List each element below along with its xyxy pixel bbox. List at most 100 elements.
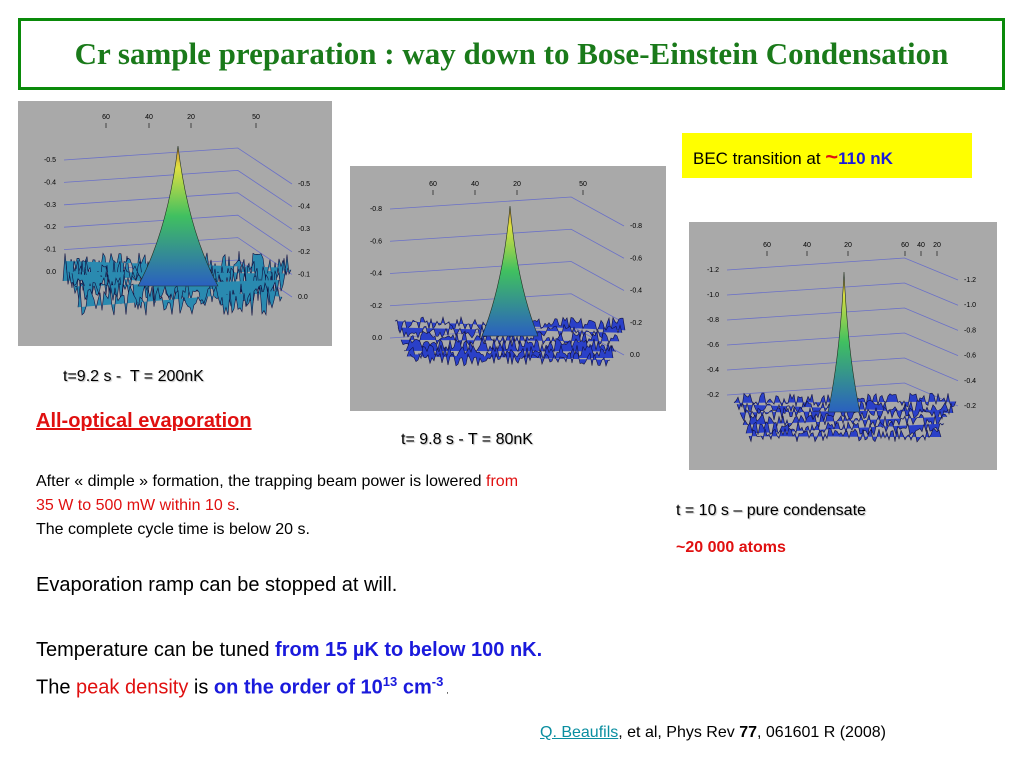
axis-label: -0.6 — [630, 255, 642, 262]
axis-label: 40 — [917, 242, 925, 249]
axis-label: 0.0 — [298, 294, 308, 301]
axis-label: -0.2 — [44, 224, 56, 231]
highlight: on the order of 10 — [213, 676, 383, 699]
axis-label: 20 — [844, 242, 852, 249]
axis-label: 40 — [471, 181, 479, 188]
grid-line — [63, 169, 293, 207]
grid-line — [726, 282, 959, 306]
text: The complete cycle time is below 20 s. — [36, 521, 310, 538]
highlight: peak density — [76, 676, 189, 699]
axis-label: -0.5 — [298, 181, 310, 188]
plot-caption: t = 10 s – pure condensate — [676, 502, 866, 519]
atom-count: ~20 000 atoms — [676, 539, 786, 556]
axis-label: -0.2 — [298, 249, 310, 256]
axis-label: -0.4 — [707, 367, 719, 374]
axis-label: 0.0 — [630, 352, 640, 359]
grid-line — [63, 214, 293, 253]
surface — [77, 285, 277, 317]
symbol: ~ — [825, 144, 839, 169]
axis-label: 60 — [429, 181, 437, 188]
axis-label: -0.6 — [370, 238, 382, 245]
superscript: -3 — [431, 674, 444, 689]
axis-label: 40 — [145, 114, 153, 121]
section-heading: All-optical evaporation — [36, 410, 252, 432]
axis-label: 0.0 — [46, 269, 56, 276]
axis-label: -0.2 — [964, 403, 976, 410]
axis-label: -0.4 — [964, 378, 976, 385]
axis-label: -1.2 — [707, 267, 719, 274]
surface — [406, 344, 614, 361]
grid-line — [726, 257, 959, 281]
axis-label: -0.4 — [298, 204, 310, 211]
axis-label: -0.3 — [298, 226, 310, 233]
surface — [403, 337, 617, 353]
axis-label: -0.8 — [630, 223, 642, 230]
axis-label: -0.5 — [44, 157, 56, 164]
axis-label: -1.0 — [964, 302, 976, 309]
axis-label: -0.4 — [630, 288, 642, 295]
axis-label: -0.4 — [370, 271, 382, 278]
peak — [137, 145, 219, 287]
highlight: from 35 W to 500 mW within 10 s — [36, 473, 519, 514]
plot-image: -1.2 -1.2 -1.0 -1.0 -0.8 -0.8 -0.6 -0.6 -0.4 -0.4… — [689, 222, 997, 470]
axis-label: -0.6 — [707, 342, 719, 349]
axis-label: 50 — [252, 114, 260, 121]
surface — [409, 351, 611, 368]
axis-label: 60 — [901, 242, 909, 249]
plot-caption: t=9.2 s - T = 200nK — [63, 368, 204, 385]
grid-line — [389, 196, 625, 227]
grid-line — [726, 382, 959, 407]
axis-label: 20 — [187, 114, 195, 121]
grid-line — [63, 147, 293, 185]
superscript: 13 — [382, 674, 398, 689]
surface — [748, 427, 942, 443]
axis-label: -0.6 — [964, 353, 976, 360]
grid-line — [726, 357, 959, 382]
slide-title: Cr sample preparation : way down to Bose… — [18, 18, 1005, 90]
axis-label: -0.2 — [630, 320, 642, 327]
peak — [827, 271, 861, 413]
grid-line — [726, 332, 959, 356]
text: Temperature can be tuned — [36, 639, 276, 661]
text-block: Temperature can be tuned from 15 µK to b… — [36, 634, 596, 708]
peak — [481, 205, 539, 337]
surface — [739, 406, 951, 422]
axis-label: 60 — [763, 242, 771, 249]
axis-label: 20 — [933, 242, 941, 249]
axis-label: 0.0 — [372, 335, 382, 342]
axis-label: -0.1 — [44, 247, 56, 254]
axis-label: 40 — [803, 242, 811, 249]
text: . — [235, 497, 240, 514]
grid-line — [389, 261, 625, 291]
volume: 77 — [739, 724, 757, 741]
axis-label: 60 — [102, 114, 110, 121]
surface — [745, 420, 945, 436]
axis-label: -0.8 — [964, 327, 976, 334]
axis-label: -0.4 — [44, 179, 56, 186]
text-line: Evaporation ramp can be stopped at will. — [36, 574, 398, 596]
bec-box: BEC transition at ~110 nK — [682, 133, 972, 178]
grid-line — [63, 192, 293, 230]
surface — [400, 330, 620, 346]
grid-line — [726, 307, 959, 331]
value: 110 nK — [838, 149, 893, 168]
axis-label: 20 — [513, 181, 521, 188]
text: BEC transition at — [693, 149, 826, 168]
highlight: from 15 µK to below 100 nK. — [275, 639, 543, 661]
author-link[interactable]: Q. Beaufils — [540, 724, 619, 741]
text: , et al, Phys Rev — [618, 724, 740, 741]
text: . — [443, 685, 449, 697]
axis-label: -0.2 — [370, 303, 382, 310]
grid-line — [389, 293, 625, 324]
axis-label: -0.8 — [707, 317, 719, 324]
axis-label: -0.8 — [370, 206, 382, 213]
axis-label: -0.3 — [44, 202, 56, 209]
grid-line — [389, 228, 625, 259]
grid-line — [63, 237, 293, 275]
text: , 061601 R (2008) — [757, 724, 886, 741]
axis-label: -0.1 — [298, 271, 310, 278]
axis-label: -1.0 — [707, 292, 719, 299]
axis-label: -0.2 — [707, 392, 719, 399]
text: The — [36, 676, 77, 699]
axis-label: -1.2 — [964, 277, 976, 284]
